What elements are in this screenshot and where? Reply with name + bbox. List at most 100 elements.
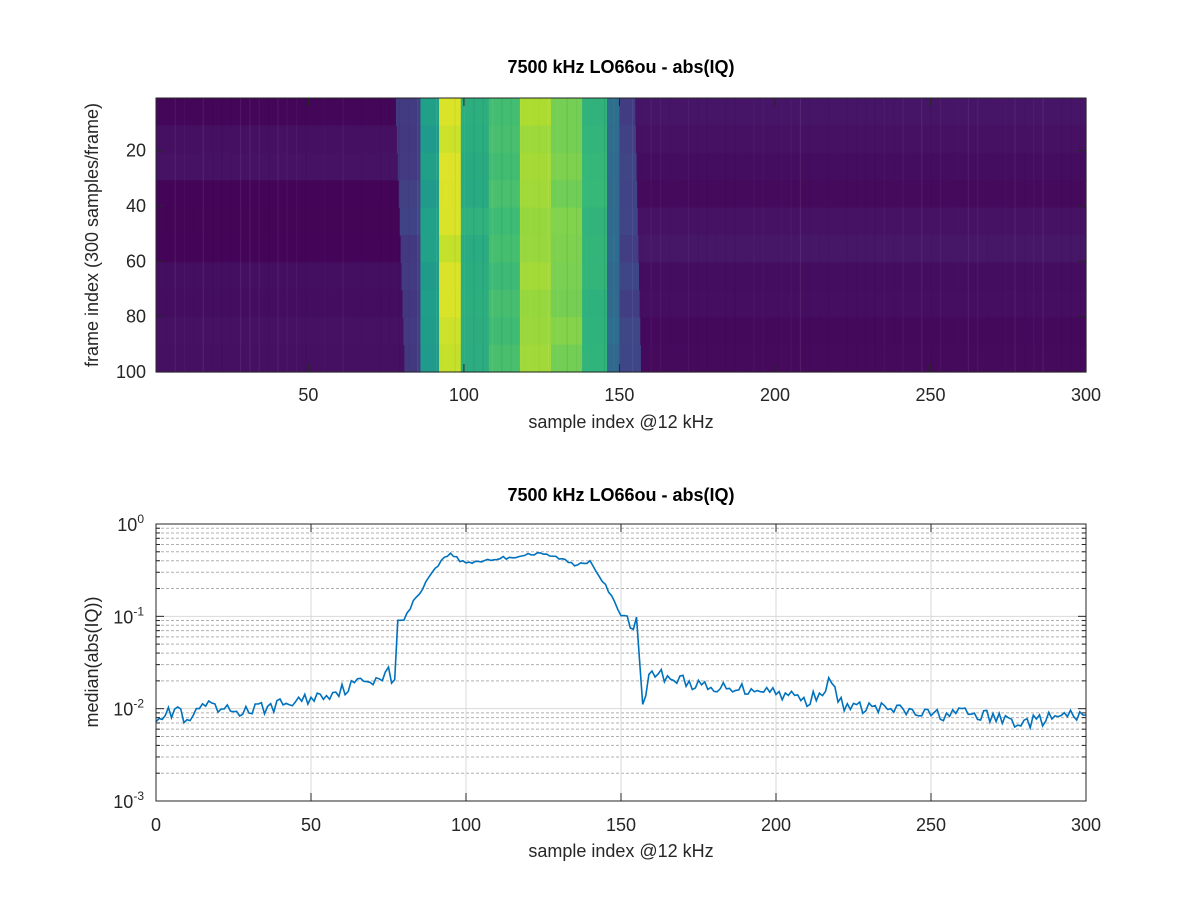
heatmap-striation [809, 98, 811, 372]
heatmap-striation [211, 98, 214, 372]
line-chart-x-axis-label: sample index @12 kHz [528, 841, 713, 861]
heatmap-cell [488, 207, 521, 236]
heatmap-cell [637, 207, 1087, 236]
heatmap-cell [551, 152, 583, 181]
heatmap-striation [435, 98, 438, 372]
heatmap-cell [156, 317, 405, 346]
heatmap-striation [603, 98, 606, 372]
heatmap-cell [403, 317, 421, 346]
line-chart-x-ticks: 0 50 100 150 200 250 300 [151, 524, 1101, 835]
heatmap-cell [420, 207, 440, 236]
heatmap-cell [488, 289, 521, 318]
heatmap-cell [156, 125, 398, 154]
heatmap-cell [619, 152, 638, 181]
heatmap-cell [488, 317, 521, 346]
heatmap-cell [420, 289, 440, 318]
heatmap-striation [193, 98, 194, 372]
heatmap-cell [607, 235, 621, 263]
heatmap-cell [401, 262, 421, 291]
heatmap-striation [575, 98, 578, 372]
heatmap-striation [1014, 98, 1016, 372]
heatmap-striation [595, 98, 596, 372]
line-chart-series-layer [155, 551, 1087, 731]
line-chart-x-tick-label: 250 [916, 815, 946, 835]
heatmap-cell [607, 125, 621, 154]
heatmap-cell [519, 235, 552, 263]
heatmap-cell [397, 152, 421, 181]
heatmap-cell [582, 180, 608, 209]
heatmap-cell [551, 125, 583, 154]
heatmap-striation [585, 98, 586, 372]
heatmap-striation [1070, 98, 1072, 372]
heatmap-striation [716, 98, 717, 372]
heatmap-striation [940, 98, 941, 372]
heatmap-cell [607, 98, 621, 126]
heatmap-x-ticks: 50 100 150 200 250 300 [298, 98, 1101, 405]
heatmap-cell [420, 344, 440, 373]
heatmap-striation [912, 98, 913, 372]
heatmap-x-tick-label: 100 [449, 385, 479, 405]
line-chart-y-tick-label: 10-3 [113, 789, 144, 812]
heatmap-cell [607, 262, 621, 291]
heatmap-striation [697, 98, 699, 372]
line-chart-y-tick-label: 100 [117, 512, 144, 535]
heatmap-cell [635, 98, 1087, 126]
heatmap-cell [582, 235, 608, 263]
heatmap-striation [1052, 98, 1053, 372]
heatmap-cell [619, 125, 637, 154]
heatmap-cell [420, 262, 440, 291]
heatmap-striation [669, 98, 670, 372]
heatmap-striation [361, 98, 362, 372]
heatmap-striation [949, 98, 950, 372]
heatmap-cell [582, 289, 608, 318]
heatmap-cell [396, 125, 421, 154]
heatmap-cell [488, 125, 521, 154]
heatmap-plot-area [155, 97, 1087, 373]
heatmap-cell [460, 98, 490, 126]
line-chart-y-axis-label: median(abs(IQ)) [82, 596, 102, 727]
heatmap-cell [420, 235, 440, 263]
heatmap-cell [402, 289, 421, 318]
heatmap-striation [296, 98, 297, 372]
heatmap-cell [420, 317, 440, 346]
line-chart-x-tick-label: 200 [761, 815, 791, 835]
heatmap-striation [659, 98, 662, 372]
heatmap-striation [539, 98, 540, 372]
heatmap-cell [460, 262, 490, 291]
heatmap-striation [921, 98, 923, 372]
heatmap-cell [488, 262, 521, 291]
heatmap-cell [551, 98, 583, 126]
heatmap-cell [519, 152, 552, 181]
heatmap-cell [619, 98, 636, 126]
heatmap-cell [635, 125, 1087, 154]
heatmap-striation [427, 98, 428, 372]
heatmap-cell [420, 98, 440, 126]
heatmap-striation [379, 98, 382, 372]
heatmap-striation [258, 98, 260, 372]
heatmap-striation [846, 98, 848, 372]
heatmap-x-tick-label: 150 [604, 385, 634, 405]
heatmap-striation [734, 98, 736, 372]
heatmap-cell [519, 344, 552, 373]
heatmap-cell [439, 344, 462, 373]
heatmap-striation [1042, 98, 1044, 372]
heatmap-cell [439, 98, 462, 126]
heatmap-x-tick-label: 50 [298, 385, 318, 405]
heatmap-cell [156, 98, 397, 126]
heatmap-striation [324, 98, 325, 372]
heatmap-striation [417, 98, 419, 372]
line-chart-x-tick-label: 0 [151, 815, 161, 835]
heatmap-cell [551, 317, 583, 346]
heatmap-cell [551, 235, 583, 263]
heatmap-cell [640, 317, 1087, 346]
heatmap-x-tick-label: 300 [1071, 385, 1101, 405]
heatmap-striation [725, 98, 727, 372]
heatmap-cell [488, 152, 521, 181]
heatmap-cell [619, 207, 639, 236]
heatmap-cell [460, 125, 490, 154]
heatmap-cell [156, 235, 402, 263]
line-chart-x-tick-label: 300 [1071, 815, 1101, 835]
line-chart-title: 7500 kHz LO66ou - abs(IQ) [507, 485, 734, 505]
heatmap-cell [439, 180, 462, 209]
